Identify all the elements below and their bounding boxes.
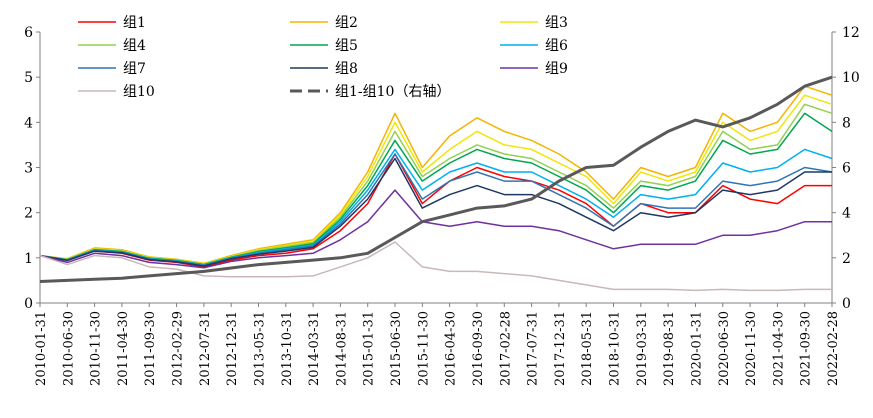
series-layer	[39, 75, 833, 292]
legend: 组1 组2 组3 组4 组5 组6 组7 组8 组9 组10 组1-组10（右轴）	[78, 15, 568, 100]
legend-label: 组8	[335, 61, 358, 77]
x-tick-label: 2019-08-31	[662, 311, 677, 386]
x-tick-label: 2013-05-31	[252, 311, 267, 386]
series-line-1	[39, 153, 832, 268]
y-left-tick-label: 3	[24, 161, 33, 177]
legend-label: 组5	[335, 38, 358, 54]
x-tick-label: 2022-02-28	[826, 311, 841, 386]
legend-label: 组3	[545, 15, 568, 31]
x-tick-label: 2012-07-31	[198, 311, 213, 386]
series-line-8	[39, 157, 832, 267]
x-tick-label: 2018-05-31	[580, 311, 595, 386]
legend-label: 组7	[123, 61, 146, 77]
legend-label: 组4	[123, 38, 146, 54]
y-right-tick-label: 0	[842, 296, 851, 312]
x-tick-label: 2011-09-30	[143, 311, 158, 386]
legend-label: 组6	[545, 38, 568, 54]
x-tick-label: 2012-02-29	[171, 311, 186, 386]
x-tick-label: 2016-09-30	[471, 311, 486, 386]
y-right-tick-label: 4	[842, 206, 851, 222]
x-tick-label: 2014-03-31	[307, 311, 322, 386]
x-tick-label: 2018-10-31	[608, 311, 623, 386]
series-line-11	[39, 75, 833, 283]
x-tick-label: 2010-01-31	[34, 311, 49, 386]
series-line-9	[39, 189, 832, 269]
x-tick-label: 2017-07-31	[526, 311, 541, 386]
y-right-tick-label: 12	[842, 25, 860, 41]
y-left-tick-label: 0	[24, 296, 33, 312]
x-tick-label: 2016-04-30	[444, 311, 459, 386]
y-left-tick-label: 6	[24, 25, 33, 41]
x-tick-label: 2012-12-31	[225, 311, 240, 386]
legend-label: 组10	[123, 84, 155, 100]
y-right-tick-label: 2	[842, 251, 851, 267]
y-left-tick-label: 4	[24, 115, 33, 131]
series-line-7	[39, 153, 833, 267]
x-tick-label: 2017-02-28	[498, 311, 513, 386]
y-right-tick-label: 6	[842, 161, 851, 177]
legend-label: 组2	[335, 15, 358, 31]
x-tick-label: 2010-11-30	[89, 311, 104, 386]
y-left-tick-label: 5	[24, 70, 33, 86]
x-tick-label: 2013-10-31	[280, 311, 295, 386]
x-tick-label: 2010-06-30	[61, 311, 76, 386]
x-tick-label: 2015-11-30	[416, 311, 431, 386]
y-left-tick-label: 2	[24, 206, 33, 222]
x-tick-label: 2014-08-31	[334, 311, 349, 386]
series-line-5	[39, 112, 833, 266]
series-line-10	[39, 241, 832, 292]
y-left-tick-label: 1	[24, 251, 33, 267]
x-tick-label: 2020-06-30	[717, 311, 732, 386]
legend-label: 组9	[545, 61, 568, 77]
x-tick-label: 2020-11-30	[744, 311, 759, 386]
x-tick-label: 2015-06-30	[389, 311, 404, 386]
x-tick-label: 2021-09-30	[799, 311, 814, 386]
legend-label: 组1-组10（右轴）	[335, 84, 450, 100]
x-tick-label: 2019-03-31	[635, 311, 650, 386]
series-line-4	[39, 103, 833, 265]
x-tick-label: 2020-01-31	[689, 311, 704, 386]
y-right-tick-label: 10	[842, 70, 860, 86]
x-tick-label: 2015-01-31	[362, 311, 377, 386]
y-right-tick-label: 8	[842, 115, 851, 131]
x-tick-label: 2017-12-31	[553, 311, 568, 386]
x-tick-label: 2011-04-30	[116, 311, 131, 386]
x-tick-label: 2021-04-30	[771, 311, 786, 386]
legend-label: 组1	[123, 15, 146, 31]
